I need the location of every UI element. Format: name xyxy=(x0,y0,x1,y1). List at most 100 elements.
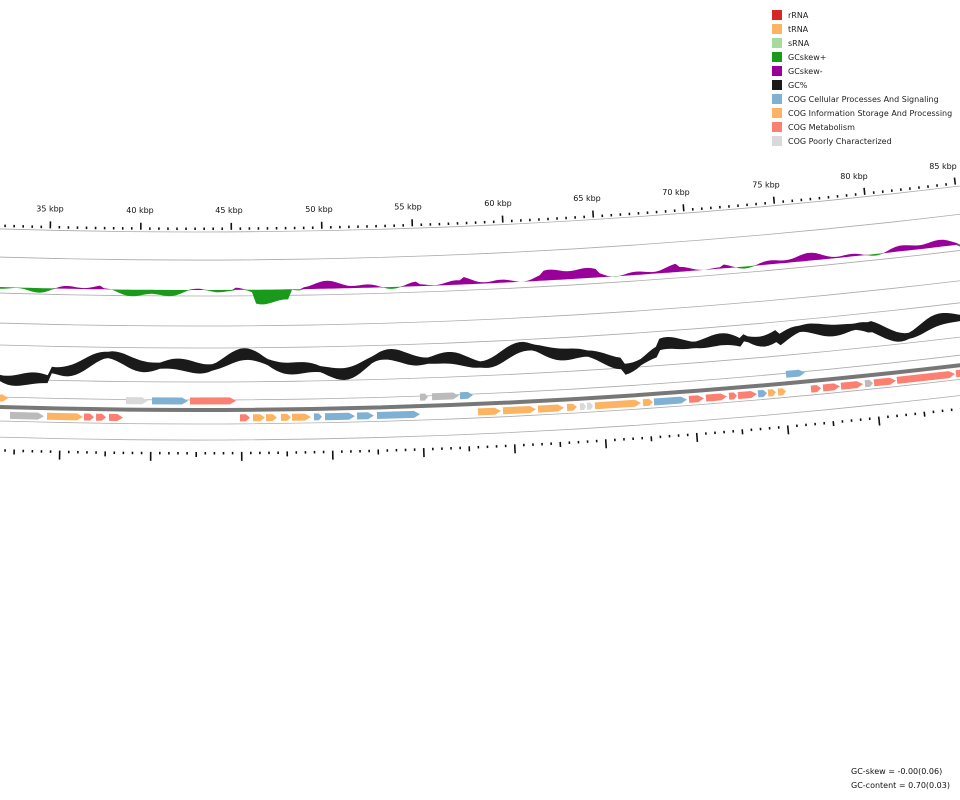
gc-content-band xyxy=(0,313,960,386)
guide-arc xyxy=(0,280,960,327)
legend-item-trna: tRNA xyxy=(772,22,952,36)
gene-arrow xyxy=(777,388,786,396)
legend-label-gcskew-neg: GCskew- xyxy=(788,66,823,76)
gene-arrow xyxy=(376,410,420,419)
gc-skew-track xyxy=(0,239,960,305)
gene-arrow xyxy=(566,403,577,411)
gene-arrow xyxy=(152,397,188,405)
guide-arc xyxy=(0,394,960,441)
guide-arc xyxy=(0,378,960,425)
gene-arrow xyxy=(896,371,955,384)
gene-arrow xyxy=(653,396,687,406)
gene-arrow xyxy=(477,407,501,416)
guide-arc xyxy=(0,213,960,261)
gene-arrow xyxy=(240,414,250,422)
legend-item-srna: sRNA xyxy=(772,36,952,50)
legend-swatch-cog-poor xyxy=(772,136,782,146)
legend-item-cog-cellular: COG Cellular Processes And Signaling xyxy=(772,92,952,106)
track-guide-lines xyxy=(0,185,960,441)
gc-skew-negative xyxy=(0,239,960,290)
legend-item-gcskew-neg: GCskew- xyxy=(772,64,952,78)
gene-arrow xyxy=(594,399,641,410)
gene-arrow xyxy=(253,414,265,422)
legend-swatch-cog-metabolism xyxy=(772,122,782,132)
legend-label-cog-metabolism: COG Metabolism xyxy=(788,122,855,132)
gene-arrow xyxy=(502,406,536,415)
gene-arrow xyxy=(586,402,593,410)
inner-tick xyxy=(772,196,776,204)
kbp-label: 65 kbp xyxy=(573,194,601,203)
inner-tick-ring xyxy=(4,177,957,231)
gc-content-stat: GC-content = 0.70(0.03) xyxy=(851,781,950,790)
kbp-tick-labels: 35 kbp 40 kbp 45 kbp 50 kbp 55 kbp 60 kbp 65 k… xyxy=(36,162,957,215)
gene-arrow xyxy=(873,377,896,387)
legend-swatch-gcskew-pos xyxy=(772,52,782,62)
gene-arrow xyxy=(291,413,311,421)
outer-tick xyxy=(877,416,881,426)
gene-arrow xyxy=(728,392,737,400)
legend: rRNA tRNA sRNA GCskew+ GCskew- GC% COG C… xyxy=(772,8,952,148)
outer-tick xyxy=(786,425,790,435)
outer-tick xyxy=(604,439,608,449)
legend-item-cog-poor: COG Poorly Characterized xyxy=(772,134,952,148)
legend-swatch-trna xyxy=(772,24,782,34)
gene-arrow xyxy=(785,369,805,378)
guide-arc xyxy=(0,249,960,297)
legend-label-gcskew-pos: GCskew+ xyxy=(788,52,827,62)
gene-arrow xyxy=(822,383,840,392)
kbp-label: 55 kbp xyxy=(394,203,422,212)
gene-arrow xyxy=(356,412,374,420)
gene-arrow xyxy=(95,413,106,421)
inner-tick xyxy=(682,204,685,212)
kbp-label: 45 kbp xyxy=(215,206,243,215)
gene-arrow xyxy=(266,414,277,422)
gene-arrow xyxy=(46,412,83,421)
kbp-label: 85 kbp xyxy=(929,162,957,171)
legend-label-cog-cellular: COG Cellular Processes And Signaling xyxy=(788,94,939,104)
gene-arrow xyxy=(767,389,776,397)
kbp-label: 60 kbp xyxy=(484,199,512,208)
gene-arrow xyxy=(955,369,960,378)
gene-arrow xyxy=(579,403,586,411)
legend-item-gcskew-pos: GCskew+ xyxy=(772,50,952,64)
inner-tick xyxy=(953,177,957,185)
legend-swatch-rrna xyxy=(772,10,782,20)
legend-swatch-gc-percent xyxy=(772,80,782,90)
gene-arrow xyxy=(688,395,704,403)
gene-arrow xyxy=(537,404,564,413)
gene-arrow xyxy=(864,379,873,388)
gene-arrow xyxy=(281,413,291,421)
legend-swatch-gcskew-neg xyxy=(772,66,782,76)
gene-arrow xyxy=(126,397,148,405)
legend-label-cog-info: COG Information Storage And Processing xyxy=(788,108,953,118)
gene-arrow xyxy=(324,412,355,421)
kbp-label: 50 kbp xyxy=(305,205,333,214)
gene-arrow xyxy=(109,413,123,421)
guide-arc xyxy=(0,302,960,349)
legend-label-trna: tRNA xyxy=(788,24,809,34)
gene-features xyxy=(0,369,960,422)
gene-arrow xyxy=(190,397,236,405)
guide-arc xyxy=(0,336,960,383)
legend-label-gc-percent: GC% xyxy=(788,80,808,90)
kbp-label: 35 kbp xyxy=(36,204,64,213)
gene-arrow xyxy=(810,385,821,393)
inner-tick xyxy=(863,187,866,195)
kbp-label: 75 kbp xyxy=(752,180,780,189)
gene-arrow xyxy=(459,391,473,400)
outer-tick xyxy=(923,411,926,417)
legend-label-cog-poor: COG Poorly Characterized xyxy=(788,136,892,146)
backbone-arc xyxy=(0,363,960,412)
kbp-label: 70 kbp xyxy=(662,188,690,197)
gene-arrow xyxy=(419,393,428,401)
legend-swatch-srna xyxy=(772,38,782,48)
guide-arc xyxy=(0,354,960,401)
guide-arc xyxy=(0,185,960,233)
gene-arrow xyxy=(313,413,322,421)
gene-arrow xyxy=(705,393,727,402)
genome-stats: GC-skew = -0.00(0.06) GC-content = 0.70(… xyxy=(851,765,950,793)
outer-tick xyxy=(695,432,699,442)
gc-skew-positive xyxy=(0,244,960,305)
legend-label-rrna: rRNA xyxy=(788,10,809,20)
gene-arrow xyxy=(737,391,757,400)
